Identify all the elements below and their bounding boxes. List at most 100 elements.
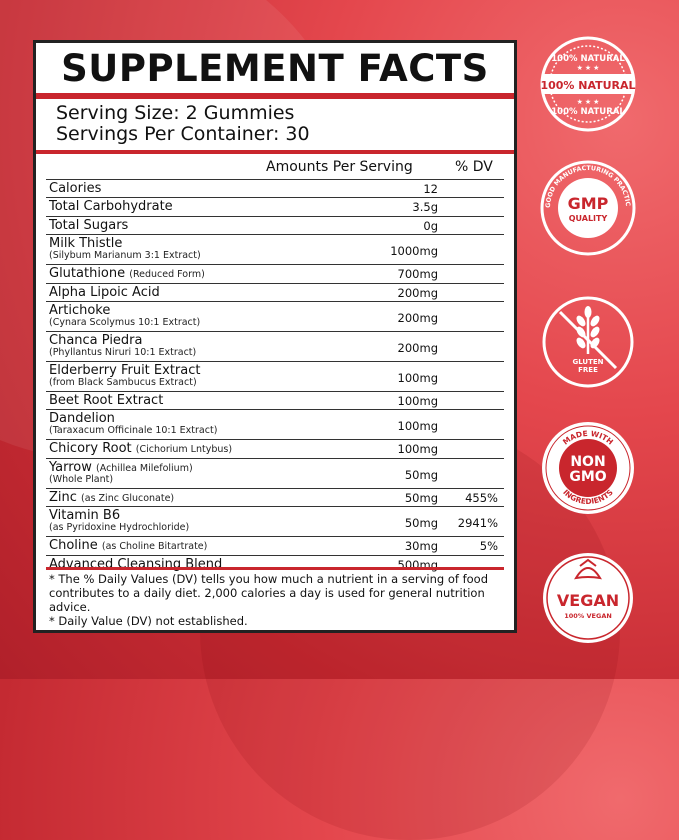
serving-divider [36, 150, 514, 154]
table-row: Artichoke (Cynara Scolymus 10:1 Extract) 2… [46, 300, 504, 331]
nutrient-amount: 50mg [404, 516, 438, 531]
svg-text:★ ★ ★: ★ ★ ★ [577, 64, 600, 72]
nutrient-name-text: Choline [49, 538, 98, 554]
free-text: FREE [578, 366, 598, 374]
nutrient-name-text: Artichoke [49, 302, 111, 318]
nutrient-source: (Cynara Scolymus 10:1 Extract) [49, 316, 201, 328]
nutrient-amount: 100mg [397, 370, 438, 385]
nutrient-amount: 50mg [404, 467, 438, 482]
table-row: Calories 12 [46, 179, 504, 197]
nutrient-detail: (as Choline Bitartrate) [101, 541, 208, 553]
nutrient-source: (Whole Plant) [49, 473, 114, 485]
nutrient-amount: 1000mg [390, 244, 438, 259]
dv-header: % DV [455, 159, 493, 175]
nutrient-detail: (as Zinc Gluconate) [81, 492, 175, 504]
vegan-badge-icon: VEGAN 100% VEGAN [543, 553, 633, 643]
leaf-icon [574, 558, 602, 580]
nutrient-name-text: Total Carbohydrate [49, 199, 173, 215]
nutrient-detail: (Achillea Milefolium) [96, 462, 193, 474]
nutrient-amount: 200mg [397, 340, 438, 355]
table-row: Advanced Cleansing Blend 500mg [46, 554, 504, 573]
amount-header: Amounts Per Serving [266, 159, 413, 175]
nutrient-amount: 100mg [397, 419, 438, 434]
table-row: Choline (as Choline Bitartrate) 30mg 5% [46, 536, 504, 554]
nutrient-amount: 12 [423, 182, 438, 196]
nutrient-table: Calories 12 Total Carbohydrate 3.5g Total Su… [46, 179, 504, 573]
table-row: Milk Thistle (Silybum Marianum 3:1 Extrac… [46, 234, 504, 264]
nutrient-amount: 100mg [397, 393, 438, 408]
table-row: Zinc (as Zinc Gluconate) 50mg 455% [46, 487, 504, 507]
natural-badge-icon: 100% NATURAL 100% NATURAL 100% NATURAL ★… [540, 36, 636, 132]
non-gmo-badge-icon: MADE WITH INGREDIENTS NON GMO [542, 422, 634, 514]
nutrient-name-text: Elderberry Fruit Extract [49, 362, 201, 378]
nutrient-source: (as Pyridoxine Hydrochloride) [49, 522, 190, 534]
nutrient-name-text: Milk Thistle [49, 236, 123, 252]
table-row: Glutathione (Reduced Form) 700mg [46, 264, 504, 282]
gmo-text: GMO [569, 469, 606, 485]
nutrient-name: Calories [49, 181, 101, 197]
title-divider [36, 93, 514, 99]
nutrient-name: Dandelion [49, 411, 115, 427]
non-text: NON [570, 454, 605, 470]
serving-info: Serving Size: 2 Gummies Servings Per Con… [56, 103, 310, 145]
footnote-divider [46, 567, 504, 570]
nutrient-source: (Taraxacum Officinale 10:1 Extract) [49, 425, 218, 437]
supplement-facts-panel: SUPPLEMENT FACTS Serving Size: 2 Gummies… [33, 40, 517, 633]
nutrient-name-text: Zinc [49, 489, 77, 505]
table-row: Chicory Root (Cichorium Lntybus) 100mg [46, 439, 504, 457]
nutrient-name-text: Vitamin B6 [49, 508, 121, 524]
table-row: Alpha Lipoic Acid 200mg [46, 282, 504, 301]
nutrient-name: Choline (as Choline Bitartrate) [49, 538, 207, 555]
footnote-not-established: * Daily Value (DV) not established. [49, 614, 248, 628]
nutrient-amount: 3.5g [412, 200, 438, 215]
nutrient-name: Zinc (as Zinc Gluconate) [49, 490, 174, 507]
table-row: Yarrow (Achillea Milefolium) (Whole Plant… [46, 457, 504, 488]
vegan-text: VEGAN [557, 591, 619, 610]
table-row: Beet Root Extract 100mg [46, 390, 504, 409]
nutrient-name-text: Chanca Piedra [49, 332, 143, 348]
nutrient-amount: 700mg [397, 267, 438, 282]
gmp-badge-icon: GOOD MANUFACTURING PRACTICE CERTIFICATIO… [538, 158, 636, 256]
nutrient-name: Glutathione (Reduced Form) [49, 266, 205, 283]
serving-size: Serving Size: 2 Gummies [56, 102, 295, 124]
nutrient-name-text: Alpha Lipoic Acid [49, 284, 160, 300]
nutrient-dv: 5% [479, 539, 498, 554]
footnote-dv-explanation: * The % Daily Values (DV) tells you how … [49, 572, 488, 614]
nutrient-name-text: Beet Root Extract [49, 392, 164, 408]
nutrient-name: Vitamin B6 [49, 508, 120, 524]
nutrient-name: Chanca Piedra [49, 333, 143, 349]
nutrient-source: (Silybum Marianum 3:1 Extract) [49, 250, 201, 262]
table-row: Vitamin B6 (as Pyridoxine Hydrochloride) 5… [46, 506, 504, 536]
nutrient-amount: 30mg [404, 539, 438, 554]
table-row: Chanca Piedra (Phyllantus Niruri 10:1 Ext… [46, 330, 504, 361]
natural-bottom-text: 100% NATURAL [551, 107, 625, 117]
nutrient-name: Elderberry Fruit Extract [49, 363, 200, 379]
nutrient-amount: 0g [423, 218, 438, 233]
nutrient-amount: 50mg [404, 490, 438, 505]
nutrient-name: Alpha Lipoic Acid [49, 285, 160, 301]
nutrient-name-text: Dandelion [49, 411, 115, 427]
gluten-free-badge-icon: GLUTEN FREE [542, 296, 634, 388]
nutrient-detail: (Reduced Form) [129, 269, 205, 281]
nutrient-name: Chicory Root (Cichorium Lntybus) [49, 441, 232, 458]
nutrient-name-text: Calories [49, 181, 102, 196]
nutrient-source: (Phyllantus Niruri 10:1 Extract) [49, 346, 197, 358]
table-row: Dandelion (Taraxacum Officinale 10:1 Extr… [46, 409, 504, 439]
nutrient-name-text: Glutathione [49, 266, 126, 282]
servings-per-container: Servings Per Container: 30 [56, 123, 310, 145]
natural-top-text: 100% NATURAL [551, 54, 625, 64]
nutrient-source: (from Black Sambucus Extract) [49, 376, 197, 388]
nutrient-dv: 2941% [457, 516, 498, 531]
vegan-sub-text: 100% VEGAN [564, 612, 612, 620]
nutrient-name: Milk Thistle [49, 236, 122, 252]
nutrient-amount: 200mg [397, 310, 438, 325]
nutrient-dv: 455% [465, 490, 498, 505]
gmp-quality-text: QUALITY [569, 214, 608, 223]
nutrient-name: Total Sugars [49, 218, 128, 234]
nutrient-name: Artichoke [49, 303, 110, 319]
panel-title: SUPPLEMENT FACTS [61, 47, 489, 90]
nutrient-name-text: Total Sugars [49, 217, 129, 233]
nutrient-amount: 100mg [397, 442, 438, 457]
table-row: Total Carbohydrate 3.5g [46, 197, 504, 215]
nutrient-name: Beet Root Extract [49, 393, 163, 409]
